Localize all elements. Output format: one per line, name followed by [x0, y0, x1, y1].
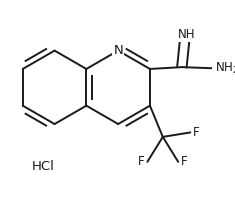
Text: F: F [193, 126, 200, 139]
Text: N: N [113, 43, 123, 57]
Text: NH: NH [178, 28, 195, 41]
Text: F: F [181, 155, 188, 168]
Text: HCl: HCl [32, 160, 55, 173]
Text: NH$_2$: NH$_2$ [215, 61, 235, 76]
Text: F: F [138, 155, 145, 168]
